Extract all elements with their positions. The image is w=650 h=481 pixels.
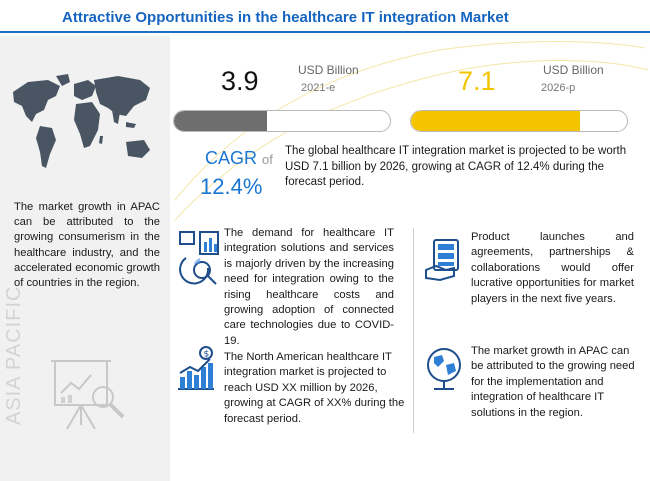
analytics-report-icon	[51, 360, 125, 430]
north-america-insight-text: The North American healthcare IT integra…	[224, 351, 405, 425]
end-value-bar	[411, 111, 580, 131]
growth-chart-icon: $	[178, 346, 214, 390]
region-vertical-label: ASIA PACIFIC	[3, 285, 25, 425]
demand-analysis-icon	[179, 231, 219, 285]
title-divider	[0, 31, 650, 33]
page-title: Attractive Opportunities in the healthca…	[62, 9, 509, 26]
start-value-bar	[174, 111, 267, 131]
product-launches-insight-text: Product launches and agreements, partner…	[471, 231, 634, 305]
money-hand-icon	[425, 239, 459, 282]
end-value-bar-track	[410, 110, 628, 132]
cagr-value: 12.4%	[200, 174, 263, 199]
globe-icon	[427, 348, 461, 390]
center-divider	[413, 228, 414, 433]
cagr-label: CAGR of	[205, 148, 273, 168]
apac-summary-text: The market growth in APAC can be attribu…	[14, 201, 160, 290]
end-unit: USD Billion	[543, 63, 604, 77]
market-summary-text: The global healthcare IT integration mar…	[285, 145, 627, 188]
svg-text:$: $	[204, 350, 210, 360]
start-year: 2021-e	[301, 82, 336, 94]
end-year: 2026-p	[541, 82, 576, 94]
end-value: 7.1	[458, 66, 496, 96]
demand-insight-text: The demand for healthcare IT integration…	[224, 227, 394, 347]
start-unit: USD Billion	[298, 63, 359, 77]
start-value: 3.9	[221, 66, 259, 96]
apac-growth-insight-text: The market growth in APAC can be attribu…	[471, 345, 635, 419]
world-map-icon	[13, 74, 150, 168]
start-value-bar-track	[173, 110, 391, 132]
